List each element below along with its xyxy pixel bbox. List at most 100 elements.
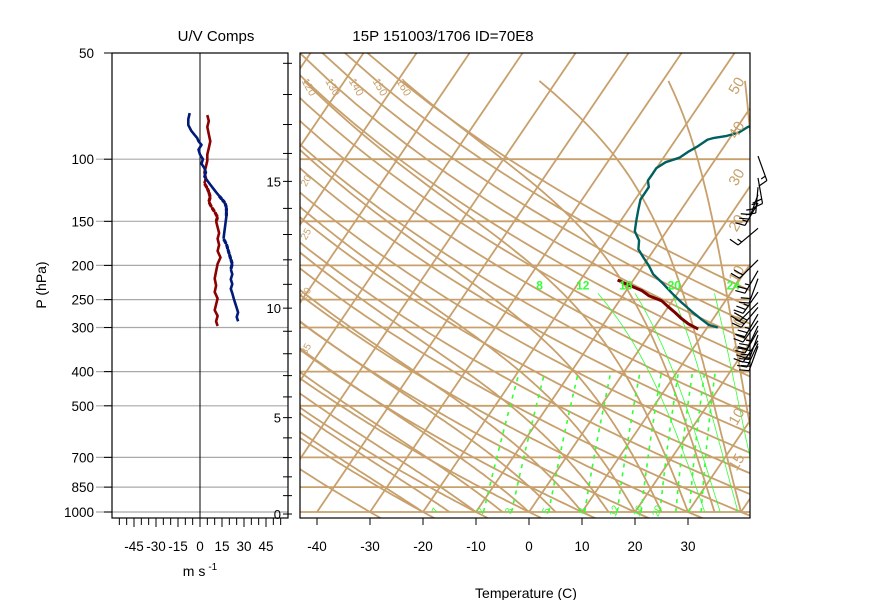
moist-adiabat-line [300, 288, 583, 513]
label-value-text: 8 [536, 278, 543, 292]
moist-adiabat-line [300, 320, 557, 513]
wind-barb-flag [730, 272, 740, 279]
reference-moist-line [634, 293, 721, 513]
moist-adiabat-line [538, 80, 742, 513]
mixing-ratio-line [700, 371, 717, 513]
dry-adiabat-label: 120 [299, 76, 319, 98]
uv-pressure-tick-label: 850 [71, 480, 94, 495]
dry-adiabat-line [300, 436, 436, 518]
moist-adiabat-line [300, 205, 636, 513]
wind-barb-flag [739, 342, 750, 346]
wind-barb-flag [739, 217, 750, 220]
uv-pressure-tick-label: 200 [71, 258, 94, 273]
moist-adiabat-line [744, 80, 750, 141]
wind-barb-flag [736, 354, 746, 359]
mixing-ratio-line [659, 371, 680, 513]
uv-speed-tick-label: 45 [258, 539, 273, 554]
uv-speed-tick-label: -30 [146, 539, 166, 554]
u-component-dot [212, 209, 216, 213]
wind-barb-flag [734, 318, 745, 325]
u-component-dot [207, 198, 211, 203]
v-component-dot [229, 266, 233, 270]
dry-adiabat-line [300, 73, 750, 360]
wind-barb-flag [735, 222, 746, 226]
temperature-tick-label: -30 [360, 539, 380, 554]
isotherm-line [581, 262, 750, 513]
uv-speed-tick-label: 0 [196, 539, 204, 554]
uv-pressure-axis-label: P (hPa) [33, 261, 49, 308]
uv-pressure-tick-label: 300 [71, 321, 94, 336]
mixing-ratio-line [616, 371, 641, 513]
moist-adiabat-label: 10 [725, 263, 748, 286]
skewt-panel-title: 15P 151003/1706 ID=70E8 [352, 28, 533, 45]
temperature-tick-label: -10 [466, 539, 486, 554]
mixing-ratio-line [675, 371, 694, 513]
height-tick-label: 0 [274, 507, 281, 522]
mixing-ratio-label: 3 [503, 506, 515, 515]
dry-adiabat-line [300, 293, 705, 518]
wind-barb-flag [740, 364, 751, 367]
uv-speed-tick-label: -45 [124, 539, 144, 554]
v-component-line [187, 112, 221, 197]
label-value-text: 28 [791, 278, 805, 292]
wind-barb-staff [744, 270, 759, 294]
wind-barb-flag [733, 312, 744, 319]
isotherm-line [528, 184, 750, 513]
dewpoint-trace [633, 125, 750, 329]
wind-barb-flag [737, 238, 743, 243]
dry-adiabat-line [300, 96, 750, 378]
wind-barb-staff [757, 155, 768, 181]
uv-pressure-tick-label: 250 [71, 293, 94, 308]
mixing-ratio-label: 16 [632, 504, 646, 519]
temperature-tick-label: 20 [627, 539, 642, 554]
uv-pressure-tick-label: 700 [71, 450, 94, 465]
wind-barb-flag [737, 285, 748, 290]
moist-adiabat-label: 20 [299, 173, 314, 189]
isotherm-line [740, 497, 750, 513]
isotherm-line [0, 53, 152, 512]
moist-adiabat-label: 15 [725, 451, 748, 474]
isotherm-line [300, 53, 577, 461]
mixing-ratio-line [688, 371, 706, 513]
dry-adiabat-line [300, 143, 750, 415]
uv-speed-tick-label: 30 [236, 539, 251, 554]
moist-adiabat-label: 10 [725, 405, 748, 428]
v-component-dot [230, 261, 234, 265]
mixing-ratio-line [510, 371, 546, 513]
u-component-dot [215, 214, 219, 218]
temperature-axis-label: Temperature (C) [475, 585, 577, 600]
dry-adiabat-line [300, 119, 750, 396]
height-tick-label: 5 [274, 411, 281, 426]
dry-adiabat-line [321, 53, 750, 325]
wind-barb-flag [739, 369, 750, 372]
mixing-ratio-label: 7 [430, 506, 442, 515]
dry-adiabat-line [300, 406, 490, 518]
isotherm-line [0, 53, 205, 512]
height-tick-label: 15 [267, 174, 281, 189]
moist-adiabat-line [300, 412, 451, 513]
u-component-dot [208, 194, 212, 198]
wind-barb-flag [733, 309, 744, 314]
uv-speed-tick-label: 15 [214, 539, 229, 554]
wind-barb-flag [743, 303, 749, 307]
wind-barb-flag [740, 213, 751, 216]
dry-adiabat-line [300, 320, 651, 518]
wind-barb-flag [737, 347, 748, 351]
label-value-text: 20 [668, 278, 682, 292]
wind-barb-flag [736, 305, 746, 311]
dry-adiabat-line [300, 267, 750, 517]
v-component-line [229, 268, 240, 322]
dry-adiabat-line [300, 468, 383, 518]
label-value-text: 16 [619, 278, 633, 292]
v-component-line [222, 215, 228, 239]
dry-adiabat-line [300, 53, 750, 342]
moist-adiabat-line [402, 80, 716, 513]
wind-barb-flag [758, 180, 768, 187]
isotherm-line [634, 340, 750, 513]
mixing-ratio-label: 8 [576, 506, 588, 515]
moist-adiabat-label: 25 [299, 226, 314, 242]
wind-barb-flag [737, 329, 748, 334]
